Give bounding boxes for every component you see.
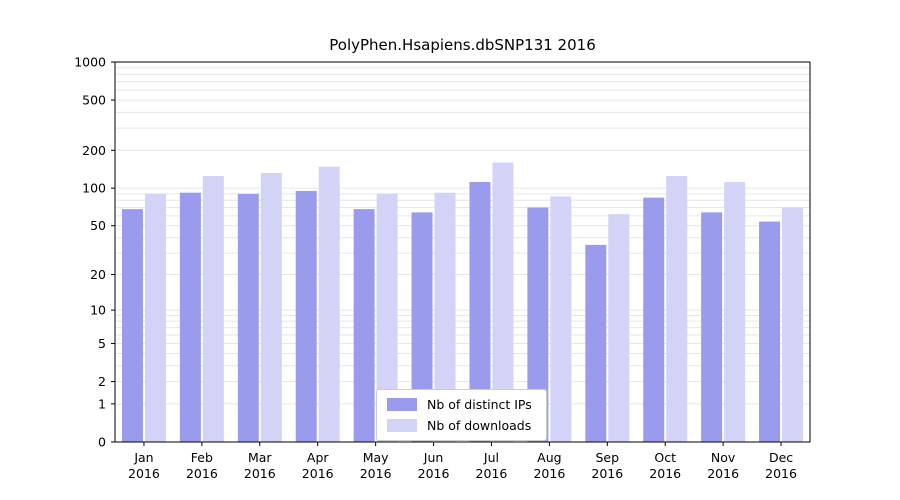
bar-distinct-ips [353, 209, 375, 442]
bar-distinct-ips [179, 192, 201, 442]
x-tick-year-label: 2016 [591, 466, 623, 481]
x-tick-year-label: 2016 [360, 466, 392, 481]
bar-downloads [318, 166, 340, 442]
bar-distinct-ips [643, 197, 665, 442]
bar-distinct-ips [469, 181, 491, 442]
x-tick-month-label: Aug [537, 450, 561, 465]
y-tick-label: 200 [82, 143, 106, 158]
x-tick-month-label: Sep [596, 450, 620, 465]
y-tick-label: 20 [90, 267, 106, 282]
x-tick-month-label: Feb [191, 450, 213, 465]
bar-distinct-ips [237, 193, 259, 442]
bar-downloads [724, 181, 746, 442]
y-tick-label: 500 [82, 93, 106, 108]
legend-item-downloads: Nb of downloads [387, 418, 532, 433]
x-tick-month-label: Apr [307, 450, 329, 465]
bar-distinct-ips [527, 207, 549, 442]
bar-downloads [202, 175, 224, 442]
y-tick-label: 2 [98, 374, 106, 389]
y-tick-label: 100 [82, 181, 106, 196]
bar-distinct-ips [121, 209, 143, 442]
bar-distinct-ips [295, 190, 317, 442]
x-tick-year-label: 2016 [533, 466, 565, 481]
x-tick-month-label: Oct [654, 450, 676, 465]
x-tick-year-label: 2016 [765, 466, 797, 481]
legend-label-downloads: Nb of downloads [427, 418, 532, 433]
x-tick-year-label: 2016 [707, 466, 739, 481]
x-tick-month-label: Mar [248, 450, 272, 465]
legend-label-distinct-ips: Nb of distinct IPs [427, 397, 532, 412]
x-tick-year-label: 2016 [649, 466, 681, 481]
bar-downloads [550, 196, 572, 442]
bar-downloads [782, 207, 804, 442]
x-tick-month-label: May [363, 450, 389, 465]
bar-downloads [608, 214, 630, 442]
bar-distinct-ips [585, 244, 607, 442]
chart-title: PolyPhen.Hsapiens.dbSNP131 2016 [329, 36, 596, 54]
bar-downloads [492, 162, 514, 442]
bar-distinct-ips [701, 212, 723, 442]
x-tick-year-label: 2016 [476, 466, 508, 481]
x-tick-month-label: Jan [133, 450, 153, 465]
x-tick-month-label: Jul [483, 450, 499, 465]
x-tick-year-label: 2016 [302, 466, 334, 481]
x-tick-month-label: Jun [423, 450, 444, 465]
x-tick-year-label: 2016 [128, 466, 160, 481]
bar-downloads [376, 193, 398, 442]
legend-swatch-distinct-ips [387, 398, 417, 411]
y-tick-label: 0 [98, 435, 106, 450]
bar-downloads [434, 192, 456, 442]
bar-distinct-ips [411, 212, 433, 442]
plot-border [114, 61, 811, 443]
bar-downloads [260, 173, 282, 443]
y-tick-label: 50 [90, 218, 106, 233]
y-tick-label: 10 [90, 303, 106, 318]
bar-downloads [666, 175, 688, 442]
bar-downloads [144, 193, 166, 442]
x-tick-year-label: 2016 [418, 466, 450, 481]
y-tick-label: 1000 [74, 55, 106, 70]
x-tick-month-label: Nov [711, 450, 736, 465]
y-tick-label: 1 [98, 396, 106, 411]
bar-distinct-ips [759, 221, 781, 442]
x-tick-year-label: 2016 [186, 466, 218, 481]
chart-legend: Nb of distinct IPs Nb of downloads [376, 389, 547, 441]
x-tick-month-label: Dec [769, 450, 793, 465]
x-tick-year-label: 2016 [244, 466, 276, 481]
y-tick-label: 5 [98, 336, 106, 351]
legend-item-distinct-ips: Nb of distinct IPs [387, 397, 532, 412]
legend-swatch-downloads [387, 419, 417, 432]
